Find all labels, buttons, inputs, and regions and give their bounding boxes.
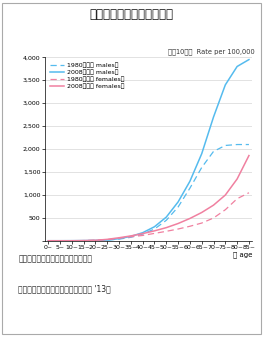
- Text: がん対策情報センター「がんの統計 '13」: がん対策情報センター「がんの統計 '13」: [18, 285, 111, 294]
- Text: 年齢階級別がん罹患率推移: 年齢階級別がん罹患率推移: [89, 8, 174, 22]
- Legend: 1980（男性 males）, 2008（男性 males）, 1980（女性 females）, 2008（女性 females）: 1980（男性 males）, 2008（男性 males）, 1980（女性 …: [50, 62, 124, 89]
- Text: 人口10万対  Rate per 100,000: 人口10万対 Rate per 100,000: [168, 48, 255, 55]
- Text: 独立行政法人国立がん研究センター: 独立行政法人国立がん研究センター: [18, 254, 92, 264]
- X-axis label: 歳 age: 歳 age: [233, 251, 252, 258]
